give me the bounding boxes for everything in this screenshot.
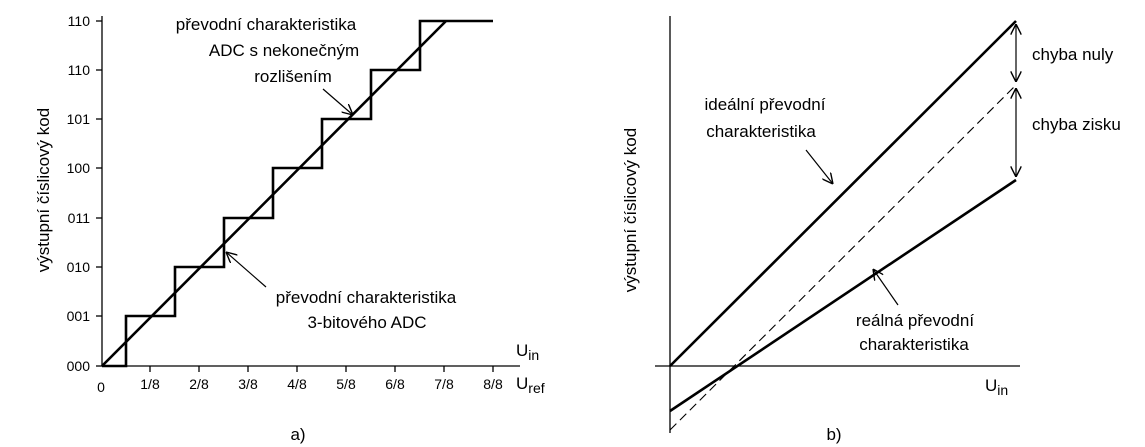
panel-a-ytick-label: 011 xyxy=(68,210,91,226)
panel-b-dashed-line xyxy=(669,84,1017,431)
svg-text:3-bitového ADC: 3-bitového ADC xyxy=(307,313,426,332)
panel-a-y-ticks xyxy=(96,20,102,367)
svg-text:charakteristika: charakteristika xyxy=(706,122,816,141)
panel-b-annotation-real: reálná převodní charakteristika xyxy=(856,269,974,354)
panel-b-caption: b) xyxy=(826,425,841,444)
svg-text:reálná převodní: reálná převodní xyxy=(856,311,974,330)
panel-a-ytick-label: 101 xyxy=(67,111,91,127)
panel-a-ytick-label: 110 xyxy=(68,62,91,78)
panel-a-xtick-label: 4/8 xyxy=(287,376,307,392)
panel-a-ytick-label: 001 xyxy=(67,308,91,324)
panel-a-xtick-label: 5/8 xyxy=(336,376,356,392)
panel-a-annotation-stair: převodní charakteristika 3-bitového ADC xyxy=(226,252,457,332)
panel-a-caption: a) xyxy=(290,425,305,444)
panel-a-uin-label: Uin xyxy=(516,341,539,363)
panel-b-gain-error-label: chyba zisku xyxy=(1032,115,1121,134)
panel-a-xtick-label: 7/8 xyxy=(434,376,454,392)
panel-a: 110 110 101 100 011 010 001 000 0 1/8 2/… xyxy=(34,13,545,444)
panel-b-offset-error-label: chyba nuly xyxy=(1032,45,1114,64)
panel-b-annotation-ideal: ideální převodní charakteristika xyxy=(705,95,833,184)
svg-text:převodní charakteristika: převodní charakteristika xyxy=(276,288,457,307)
panel-b-uin-label: Uin xyxy=(985,376,1008,398)
panel-a-xtick-label: 2/8 xyxy=(189,376,209,392)
panel-a-ytick-label: 100 xyxy=(67,160,91,176)
panel-b: výstupní číslicový kod Uin chyba nuly ch… xyxy=(621,16,1121,444)
panel-b-real-line xyxy=(669,178,1017,413)
panel-a-ytick-label: 010 xyxy=(67,259,91,275)
panel-a-xtick-label: 3/8 xyxy=(238,376,258,392)
panel-a-xtick-label: 6/8 xyxy=(385,376,405,392)
svg-text:rozlišením: rozlišením xyxy=(254,67,331,86)
panel-a-xtick-label: 8/8 xyxy=(483,376,503,392)
panel-a-uref-label: Uref xyxy=(516,374,545,396)
panel-a-xtick-label: 1/8 xyxy=(140,376,160,392)
panel-a-ytick-label: 110 xyxy=(68,13,91,29)
svg-text:ideální převodní: ideální převodní xyxy=(705,95,826,114)
svg-text:charakteristika: charakteristika xyxy=(859,335,969,354)
svg-text:ADC s nekonečným: ADC s nekonečným xyxy=(209,41,359,60)
panel-b-y-axis-label: výstupní číslicový kod xyxy=(621,128,640,292)
panel-a-ytick-label: 000 xyxy=(67,358,91,374)
panel-a-annotation-ideal: převodní charakteristika ADC s nekonečný… xyxy=(176,15,359,115)
panel-a-xtick-label: 0 xyxy=(97,379,105,395)
panel-a-x-ticks xyxy=(149,366,494,372)
panel-a-y-axis-label: výstupní číslicový kod xyxy=(34,108,53,272)
svg-text:převodní charakteristika: převodní charakteristika xyxy=(176,15,357,34)
panel-a-staircase xyxy=(102,19,493,368)
panel-b-ideal-line xyxy=(669,20,1017,367)
